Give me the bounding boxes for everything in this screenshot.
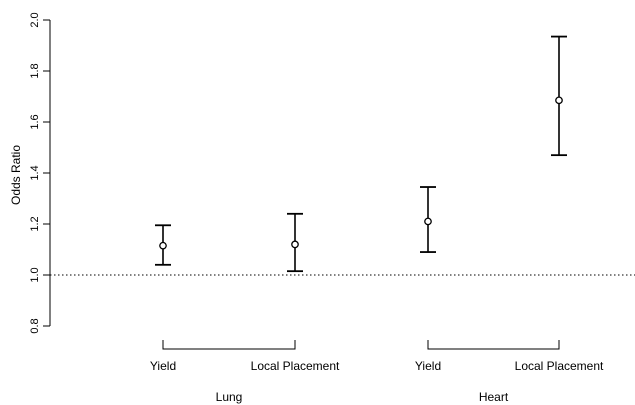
y-tick-label: 1.4 (29, 165, 41, 180)
group-bracket (162, 340, 296, 350)
y-tick-label: 1.8 (29, 63, 41, 78)
group-brackets: Lung Heart (162, 340, 560, 404)
y-tick-label: 1.2 (29, 216, 41, 231)
group-bracket (427, 340, 560, 350)
y-tick-label: 0.8 (29, 318, 41, 333)
category-label: Yield (150, 359, 176, 373)
error-bar-point (551, 35, 567, 157)
y-tick-label: 1.0 (29, 267, 41, 282)
data-points (155, 35, 567, 273)
y-axis: 0.8 1.0 1.2 1.4 1.6 1.8 2.0 (29, 12, 51, 334)
category-label: Local Placement (515, 359, 604, 373)
error-bar-point (420, 186, 436, 253)
category-label: Yield (415, 359, 441, 373)
error-bar-point (287, 212, 303, 273)
group-label: Lung (216, 390, 243, 404)
y-tick-label: 2.0 (29, 12, 41, 27)
odds-ratio-point (555, 96, 563, 105)
x-axis-labels: Yield Local Placement Yield Local Placement (150, 359, 604, 373)
y-axis-label: Odds Ratio (9, 145, 23, 205)
category-label: Local Placement (251, 359, 340, 373)
odds-ratio-point (159, 241, 167, 250)
error-bar-point (155, 224, 171, 266)
odds-ratio-point (291, 240, 299, 249)
group-label: Heart (479, 390, 509, 404)
y-tick-label: 1.6 (29, 114, 41, 129)
odds-ratio-point (424, 217, 432, 226)
